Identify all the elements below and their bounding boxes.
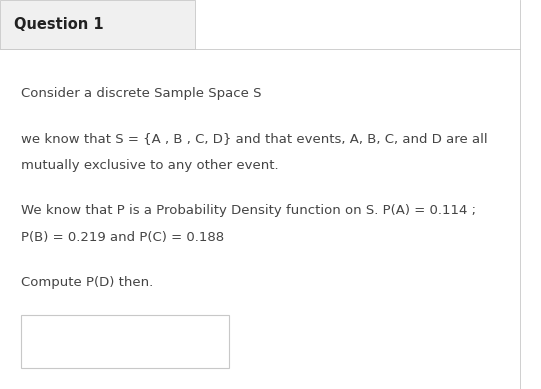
Text: Compute P(D) then.: Compute P(D) then. (21, 275, 153, 289)
Text: Question 1: Question 1 (14, 17, 103, 32)
Text: we know that S = {A , B , C, D} and that events, A, B, C, and D are all: we know that S = {A , B , C, D} and that… (21, 131, 487, 145)
FancyBboxPatch shape (0, 0, 195, 49)
Text: Consider a discrete Sample Space S: Consider a discrete Sample Space S (21, 87, 261, 100)
FancyBboxPatch shape (21, 315, 229, 368)
Text: mutually exclusive to any other event.: mutually exclusive to any other event. (21, 159, 278, 172)
Text: P(B) = 0.219 and P(C) = 0.188: P(B) = 0.219 and P(C) = 0.188 (21, 231, 223, 244)
Text: We know that P is a Probability Density function on S. P(A) = 0.114 ;: We know that P is a Probability Density … (21, 203, 476, 217)
